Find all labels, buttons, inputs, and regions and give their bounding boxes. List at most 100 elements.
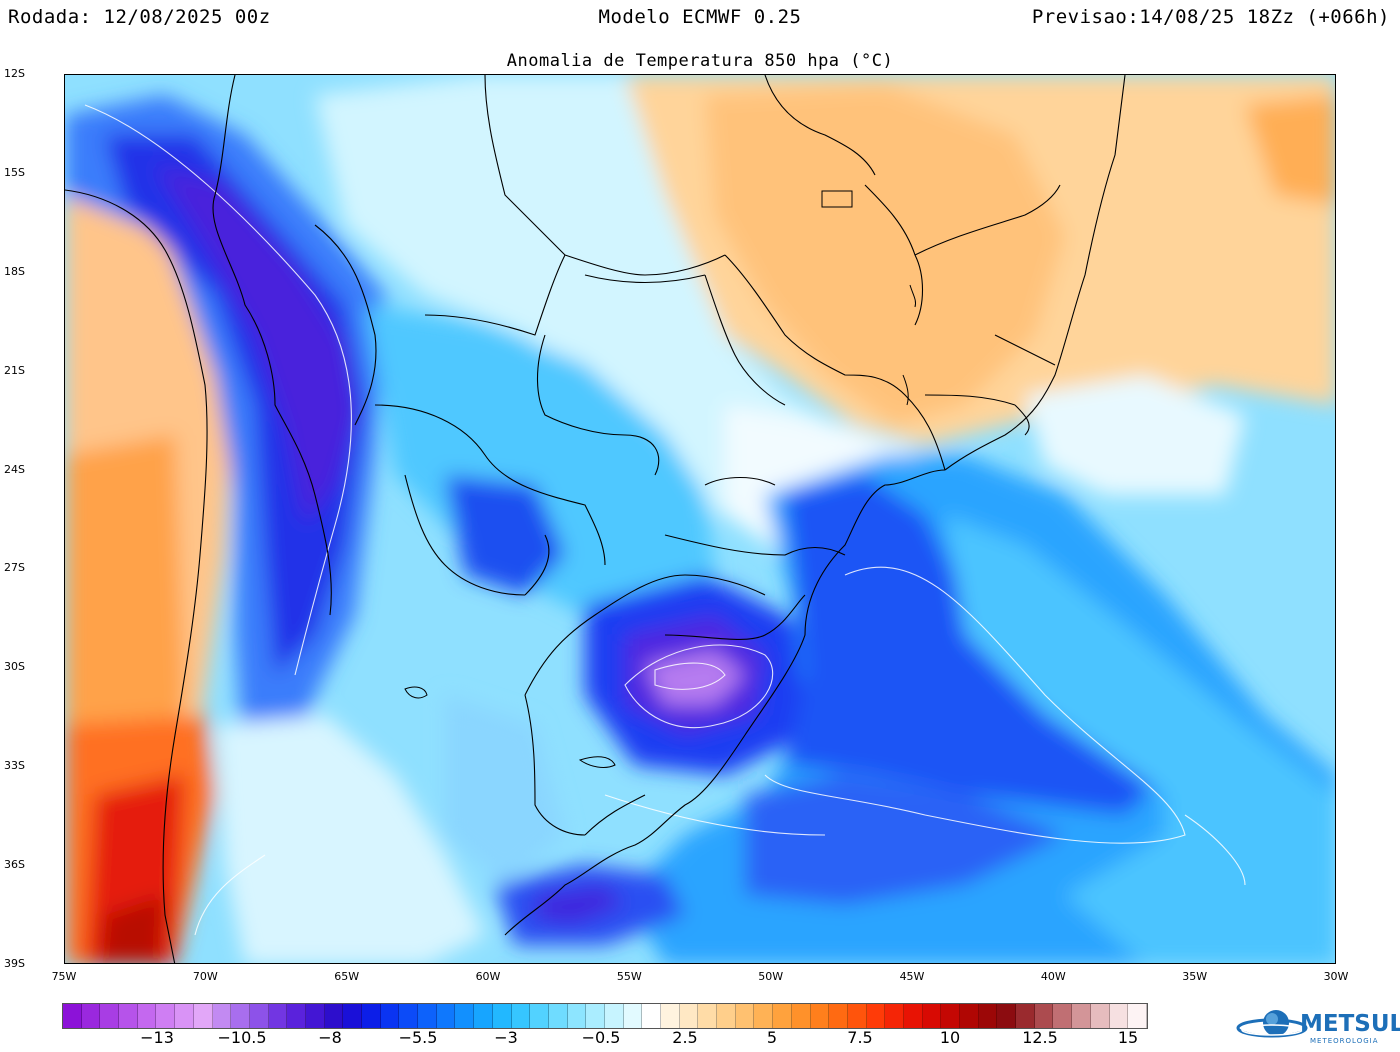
metsul-logo-icon: [1236, 1010, 1308, 1038]
colorbar-cell: [175, 1004, 194, 1028]
model-name-label: Modelo ECMWF 0.25: [598, 6, 802, 28]
colorbar-cell: [156, 1004, 176, 1028]
colorbar-cell: [847, 1004, 867, 1028]
colorbar-cell: [399, 1004, 419, 1028]
colorbar-label: 12.5: [1022, 1028, 1058, 1047]
colorbar-label: −8: [318, 1028, 342, 1047]
temperature-anomaly-map: [64, 74, 1336, 964]
colorbar-cell: [380, 1004, 400, 1028]
lat-label: 30S: [4, 660, 25, 674]
colorbar-cell: [791, 1004, 811, 1028]
lat-label: 36S: [4, 858, 25, 872]
colorbar-cell: [829, 1004, 848, 1028]
model-run-label: Rodada: 12/08/2025 00z: [8, 6, 271, 28]
lon-label: 40W: [1040, 970, 1066, 983]
colorbar-cell: [978, 1004, 998, 1028]
colorbar-cell: [586, 1004, 605, 1028]
colorbar-cell: [81, 1004, 101, 1028]
colorbar-cell: [137, 1004, 157, 1028]
colorbar-cell: [193, 1004, 213, 1028]
colorbar-label: 2.5: [672, 1028, 698, 1047]
colorbar-cell: [287, 1004, 306, 1028]
colorbar-cell: [511, 1004, 531, 1028]
lon-label: 55W: [616, 970, 642, 983]
colorbar-label: 10: [939, 1028, 961, 1047]
colorbar-cell: [885, 1004, 904, 1028]
colorbar-cell: [119, 1004, 138, 1028]
colorbar-cell: [661, 1004, 680, 1028]
lon-label: 60W: [475, 970, 501, 983]
colorbar-cell: [268, 1004, 288, 1028]
colorbar: [62, 1003, 1148, 1029]
colorbar-cell: [717, 1004, 736, 1028]
colorbar-cell: [1128, 1004, 1147, 1028]
colorbar-cell: [960, 1004, 979, 1028]
colorbar-cell: [249, 1004, 269, 1028]
anomaly-field: [65, 75, 1335, 963]
colorbar-label: 7.5: [847, 1028, 873, 1047]
colorbar-cell: [604, 1004, 624, 1028]
colorbar-label: −13: [140, 1028, 174, 1047]
logo-subtext: METEOROLOGIA: [1310, 1037, 1379, 1045]
lon-label: 75W: [51, 970, 77, 983]
lat-label: 18S: [4, 264, 25, 278]
colorbar-cell: [1109, 1004, 1129, 1028]
colorbar-cell: [1016, 1004, 1035, 1028]
colorbar-cell: [455, 1004, 475, 1028]
colorbar-cell: [1053, 1004, 1073, 1028]
map-title: Anomalia de Temperatura 850 hpa (°C): [506, 51, 894, 71]
colorbar-cell: [362, 1004, 381, 1028]
colorbar-label: 5: [766, 1028, 778, 1047]
colorbar-cell: [773, 1004, 792, 1028]
colorbar-label: −3: [494, 1028, 518, 1047]
colorbar-cell: [324, 1004, 344, 1028]
colorbar-cell: [903, 1004, 923, 1028]
colorbar-label: −0.5: [581, 1028, 621, 1047]
colorbar-cell: [1090, 1004, 1110, 1028]
colorbar-label: −5.5: [398, 1028, 438, 1047]
colorbar-label: −10.5: [217, 1028, 267, 1047]
colorbar-cell: [436, 1004, 456, 1028]
forecast-time-label: Previsao:14/08/25 18Zz (+066h): [1031, 6, 1390, 28]
colorbar-label: 15: [1117, 1028, 1139, 1047]
colorbar-cell: [567, 1004, 587, 1028]
colorbar-cell: [623, 1004, 643, 1028]
colorbar-cell: [530, 1004, 549, 1028]
lon-label: 65W: [334, 970, 360, 983]
colorbar-cell: [941, 1004, 960, 1028]
colorbar-cell: [100, 1004, 120, 1028]
lon-label: 50W: [758, 970, 784, 983]
colorbar-cell: [474, 1004, 493, 1028]
lon-label: 70W: [192, 970, 218, 983]
colorbar-cell: [698, 1004, 718, 1028]
lat-label: 15S: [4, 165, 25, 179]
colorbar-cell: [212, 1004, 232, 1028]
colorbar-cell: [642, 1004, 661, 1028]
colorbar-cell: [418, 1004, 437, 1028]
colorbar-cell: [1072, 1004, 1091, 1028]
lat-label: 33S: [4, 759, 25, 773]
lon-label: 30W: [1323, 970, 1349, 983]
lat-label: 39S: [4, 957, 25, 970]
colorbar-cell: [63, 1004, 82, 1028]
lat-label: 27S: [4, 561, 25, 575]
logo-text: METSUL: [1300, 1011, 1400, 1037]
colorbar-cell: [1034, 1004, 1054, 1028]
colorbar-cell: [548, 1004, 568, 1028]
colorbar-cell: [679, 1004, 699, 1028]
colorbar-cell: [305, 1004, 325, 1028]
colorbar-cell: [997, 1004, 1017, 1028]
colorbar-cell: [735, 1004, 755, 1028]
lat-label: 12S: [4, 67, 25, 80]
lon-label: 45W: [899, 970, 925, 983]
colorbar-cell: [343, 1004, 362, 1028]
lat-label: 24S: [4, 462, 25, 476]
colorbar-cell: [754, 1004, 774, 1028]
colorbar-cell: [492, 1004, 512, 1028]
lon-label: 35W: [1182, 970, 1208, 983]
colorbar-cell: [922, 1004, 942, 1028]
colorbar-cell: [231, 1004, 250, 1028]
colorbar-cell: [866, 1004, 886, 1028]
lat-label: 21S: [4, 363, 25, 377]
colorbar-cell: [810, 1004, 830, 1028]
